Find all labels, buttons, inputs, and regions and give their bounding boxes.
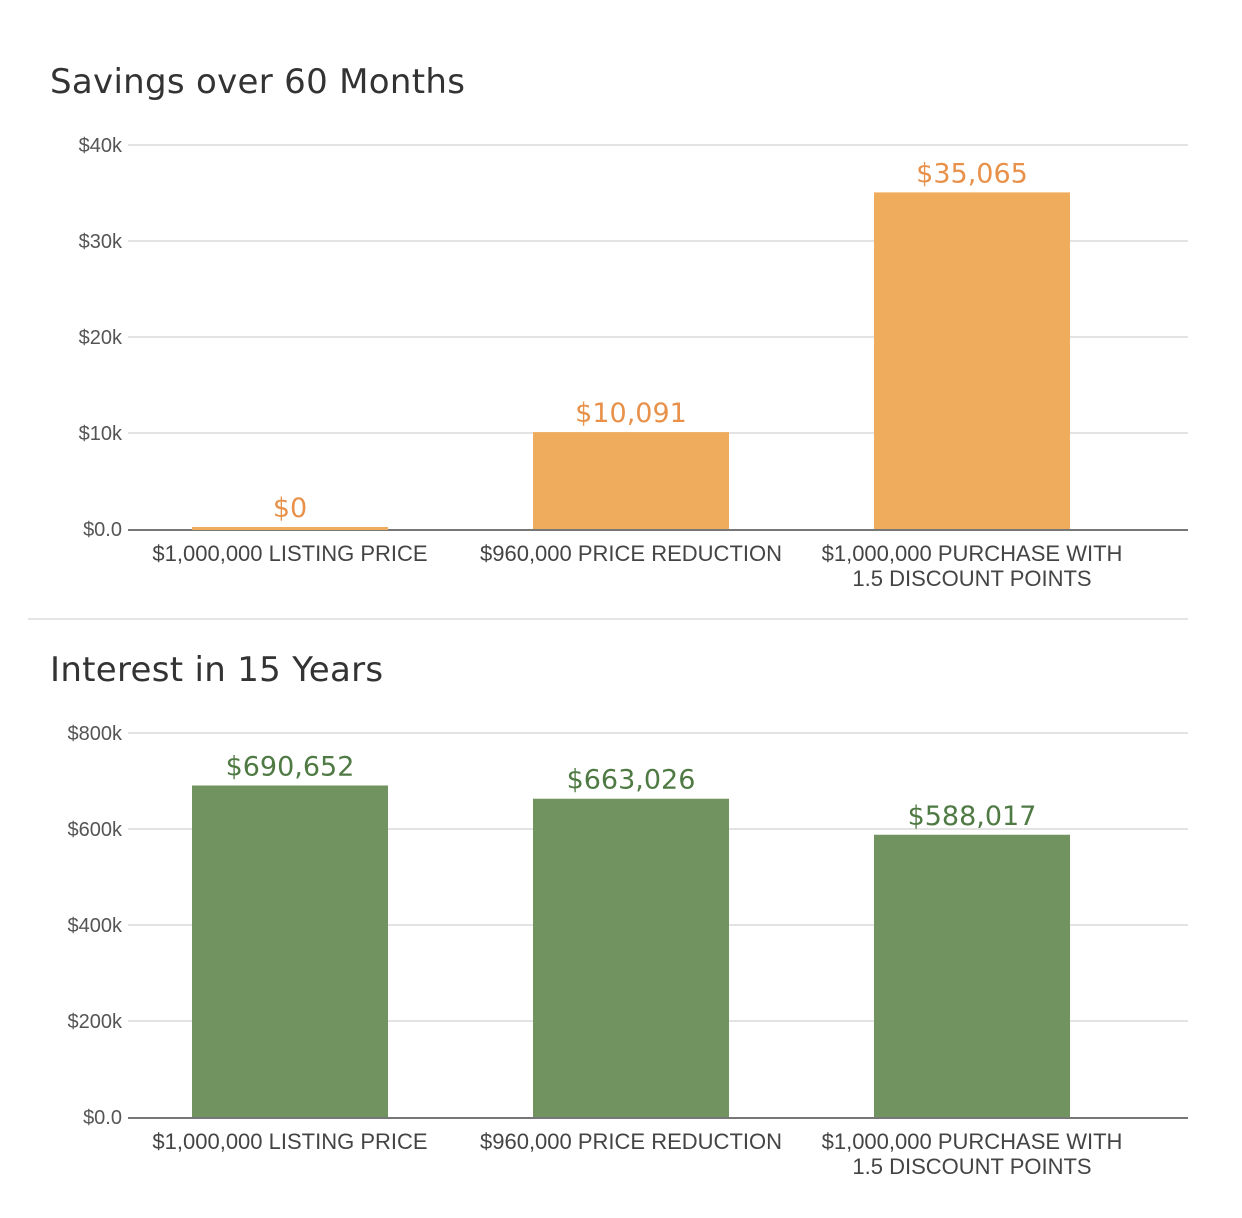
- y-tick-label: $200k: [68, 1011, 123, 1033]
- bar[interactable]: [874, 192, 1070, 529]
- data-label: $10,091: [575, 398, 687, 429]
- y-tick-label: $10k: [79, 423, 123, 445]
- y-tick-label: $0.0: [83, 1107, 122, 1129]
- y-tick-label: $600k: [68, 819, 123, 841]
- y-tick-label: $40k: [79, 135, 123, 157]
- data-label: $663,026: [567, 765, 696, 796]
- y-tick-label: $30k: [79, 231, 123, 253]
- section-divider: [28, 618, 1188, 620]
- x-category-label: $1,000,000 PURCHASE WITH 1.5 DISCOUNT POI…: [822, 1129, 1123, 1179]
- data-label: $588,017: [908, 801, 1037, 832]
- interest-bar-chart: $0.0 $200k $400k $600k $800k $690,652 $663,026…: [68, 723, 1188, 1179]
- y-tick-label: $400k: [68, 915, 123, 937]
- chart-title-savings: Savings over 60 Months: [50, 62, 466, 102]
- data-label: $0: [273, 493, 307, 524]
- data-label: $690,652: [226, 751, 355, 782]
- bar[interactable]: [533, 798, 729, 1117]
- savings-bar-chart: $0.0 $10k $20k $30k $40k $0 $10,091 $35,065 $1,0…: [79, 135, 1188, 591]
- x-category-label: $1,000,000 PURCHASE WITH 1.5 DISCOUNT POI…: [822, 541, 1123, 591]
- bar[interactable]: [874, 834, 1070, 1117]
- x-category-label: $1,000,000 LISTING PRICE: [152, 541, 427, 566]
- x-category-label: $960,000 PRICE REDUCTION: [480, 1129, 782, 1154]
- x-category-label: $1,000,000 LISTING PRICE: [152, 1129, 427, 1154]
- x-category-label: $960,000 PRICE REDUCTION: [480, 541, 782, 566]
- data-label: $35,065: [916, 158, 1028, 189]
- chart-title-interest: Interest in 15 Years: [50, 650, 384, 690]
- y-tick-label: $800k: [68, 723, 123, 745]
- bar[interactable]: [192, 785, 388, 1117]
- y-tick-label: $20k: [79, 327, 123, 349]
- y-tick-label: $0.0: [83, 519, 122, 541]
- bar[interactable]: [533, 432, 729, 529]
